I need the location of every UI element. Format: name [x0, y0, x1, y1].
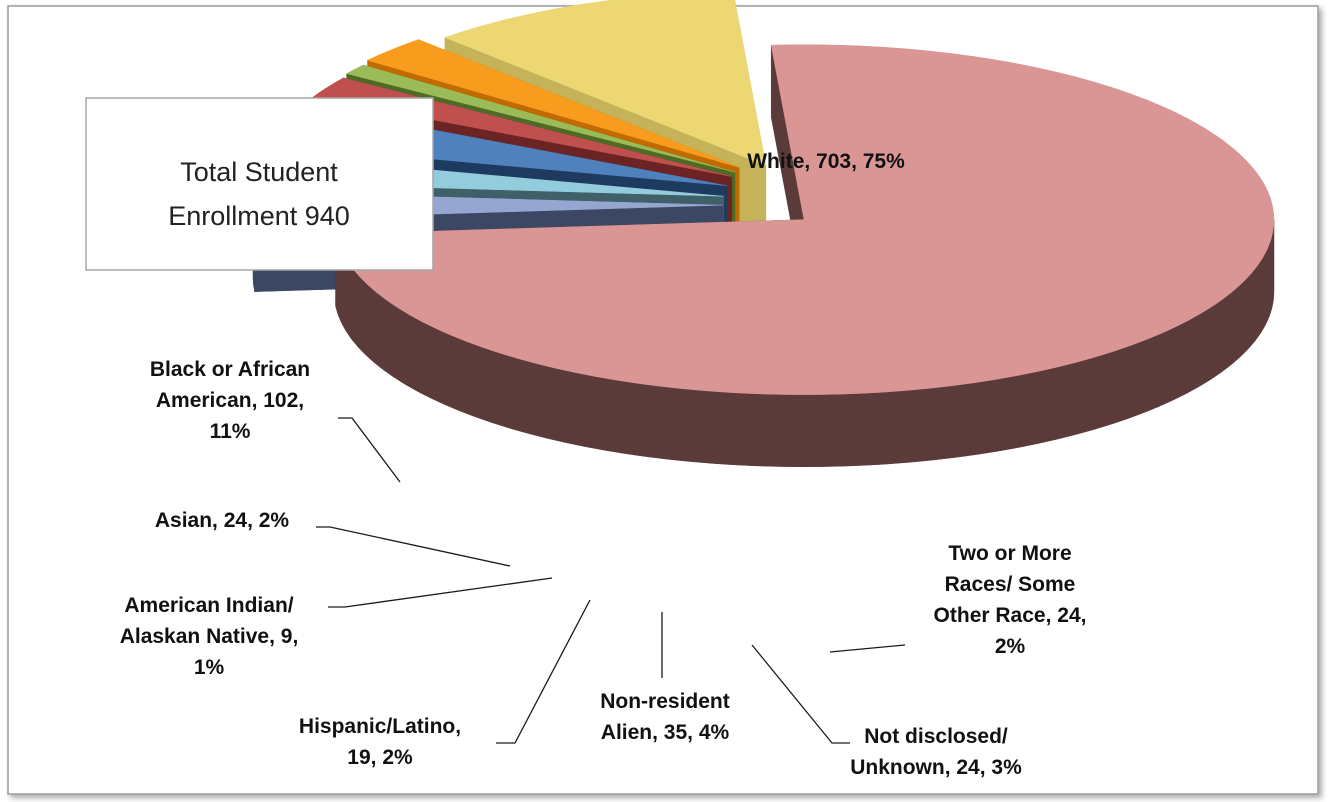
data-label-3-line-0: Non-resident: [600, 690, 730, 713]
data-label-7-line-1: American, 102,: [156, 389, 304, 412]
leader-line-5: [328, 577, 553, 608]
data-label-5-line-0: American Indian/: [124, 594, 293, 617]
data-label-4: Hispanic/Latino, 19, 2%: [299, 715, 461, 769]
data-label-1-line-3: 2%: [995, 635, 1026, 658]
data-label-6-line-0: Asian, 24, 2%: [155, 509, 290, 532]
data-label-6: Asian, 24, 2%: [155, 509, 290, 532]
data-label-3-line-1: Alien, 35, 4%: [601, 721, 730, 744]
data-label-5: American Indian/Alaskan Native, 9, 1%: [120, 594, 299, 679]
data-label-1-line-2: Other Race, 24,: [934, 604, 1087, 627]
data-label-4-line-0: Hispanic/Latino,: [299, 715, 461, 738]
total-enrollment-line-1: Total Student: [180, 157, 338, 187]
total-enrollment-line-2: Enrollment 940: [168, 201, 350, 231]
data-label-0-line-0: White, 703, 75%: [747, 150, 905, 173]
leader-line-7: [338, 417, 401, 483]
leader-line-1: [829, 644, 906, 653]
data-label-7-line-0: Black or African: [150, 358, 310, 381]
data-label-3: Non-resident Alien, 35, 4%: [600, 690, 730, 744]
data-label-1: Two or More Races/ Some Other Race, 24, 2%: [934, 542, 1087, 658]
pie-slice-0: [335, 44, 1275, 468]
data-label-2-line-1: Unknown, 24, 3%: [850, 756, 1022, 779]
data-label-2: Not disclosed/Unknown, 24, 3%: [850, 725, 1022, 779]
data-label-2-line-0: Not disclosed/: [864, 725, 1008, 748]
data-label-5-line-1: Alaskan Native, 9,: [120, 625, 299, 648]
data-label-7: Black or African American, 102, 11%: [150, 358, 310, 443]
data-label-5-line-2: 1%: [194, 656, 225, 679]
data-label-1-line-1: Races/ Some: [945, 573, 1076, 596]
data-label-0: White, 703, 75%: [747, 150, 905, 173]
total-enrollment-box: Total Student Enrollment 940: [85, 97, 434, 271]
data-label-4-line-1: 19, 2%: [347, 746, 413, 769]
leader-line-2: [751, 644, 850, 744]
leader-line-4: [496, 599, 591, 744]
data-label-7-line-2: 11%: [210, 420, 251, 443]
leader-line-6: [316, 526, 511, 567]
data-label-1-line-0: Two or More: [948, 542, 1071, 565]
